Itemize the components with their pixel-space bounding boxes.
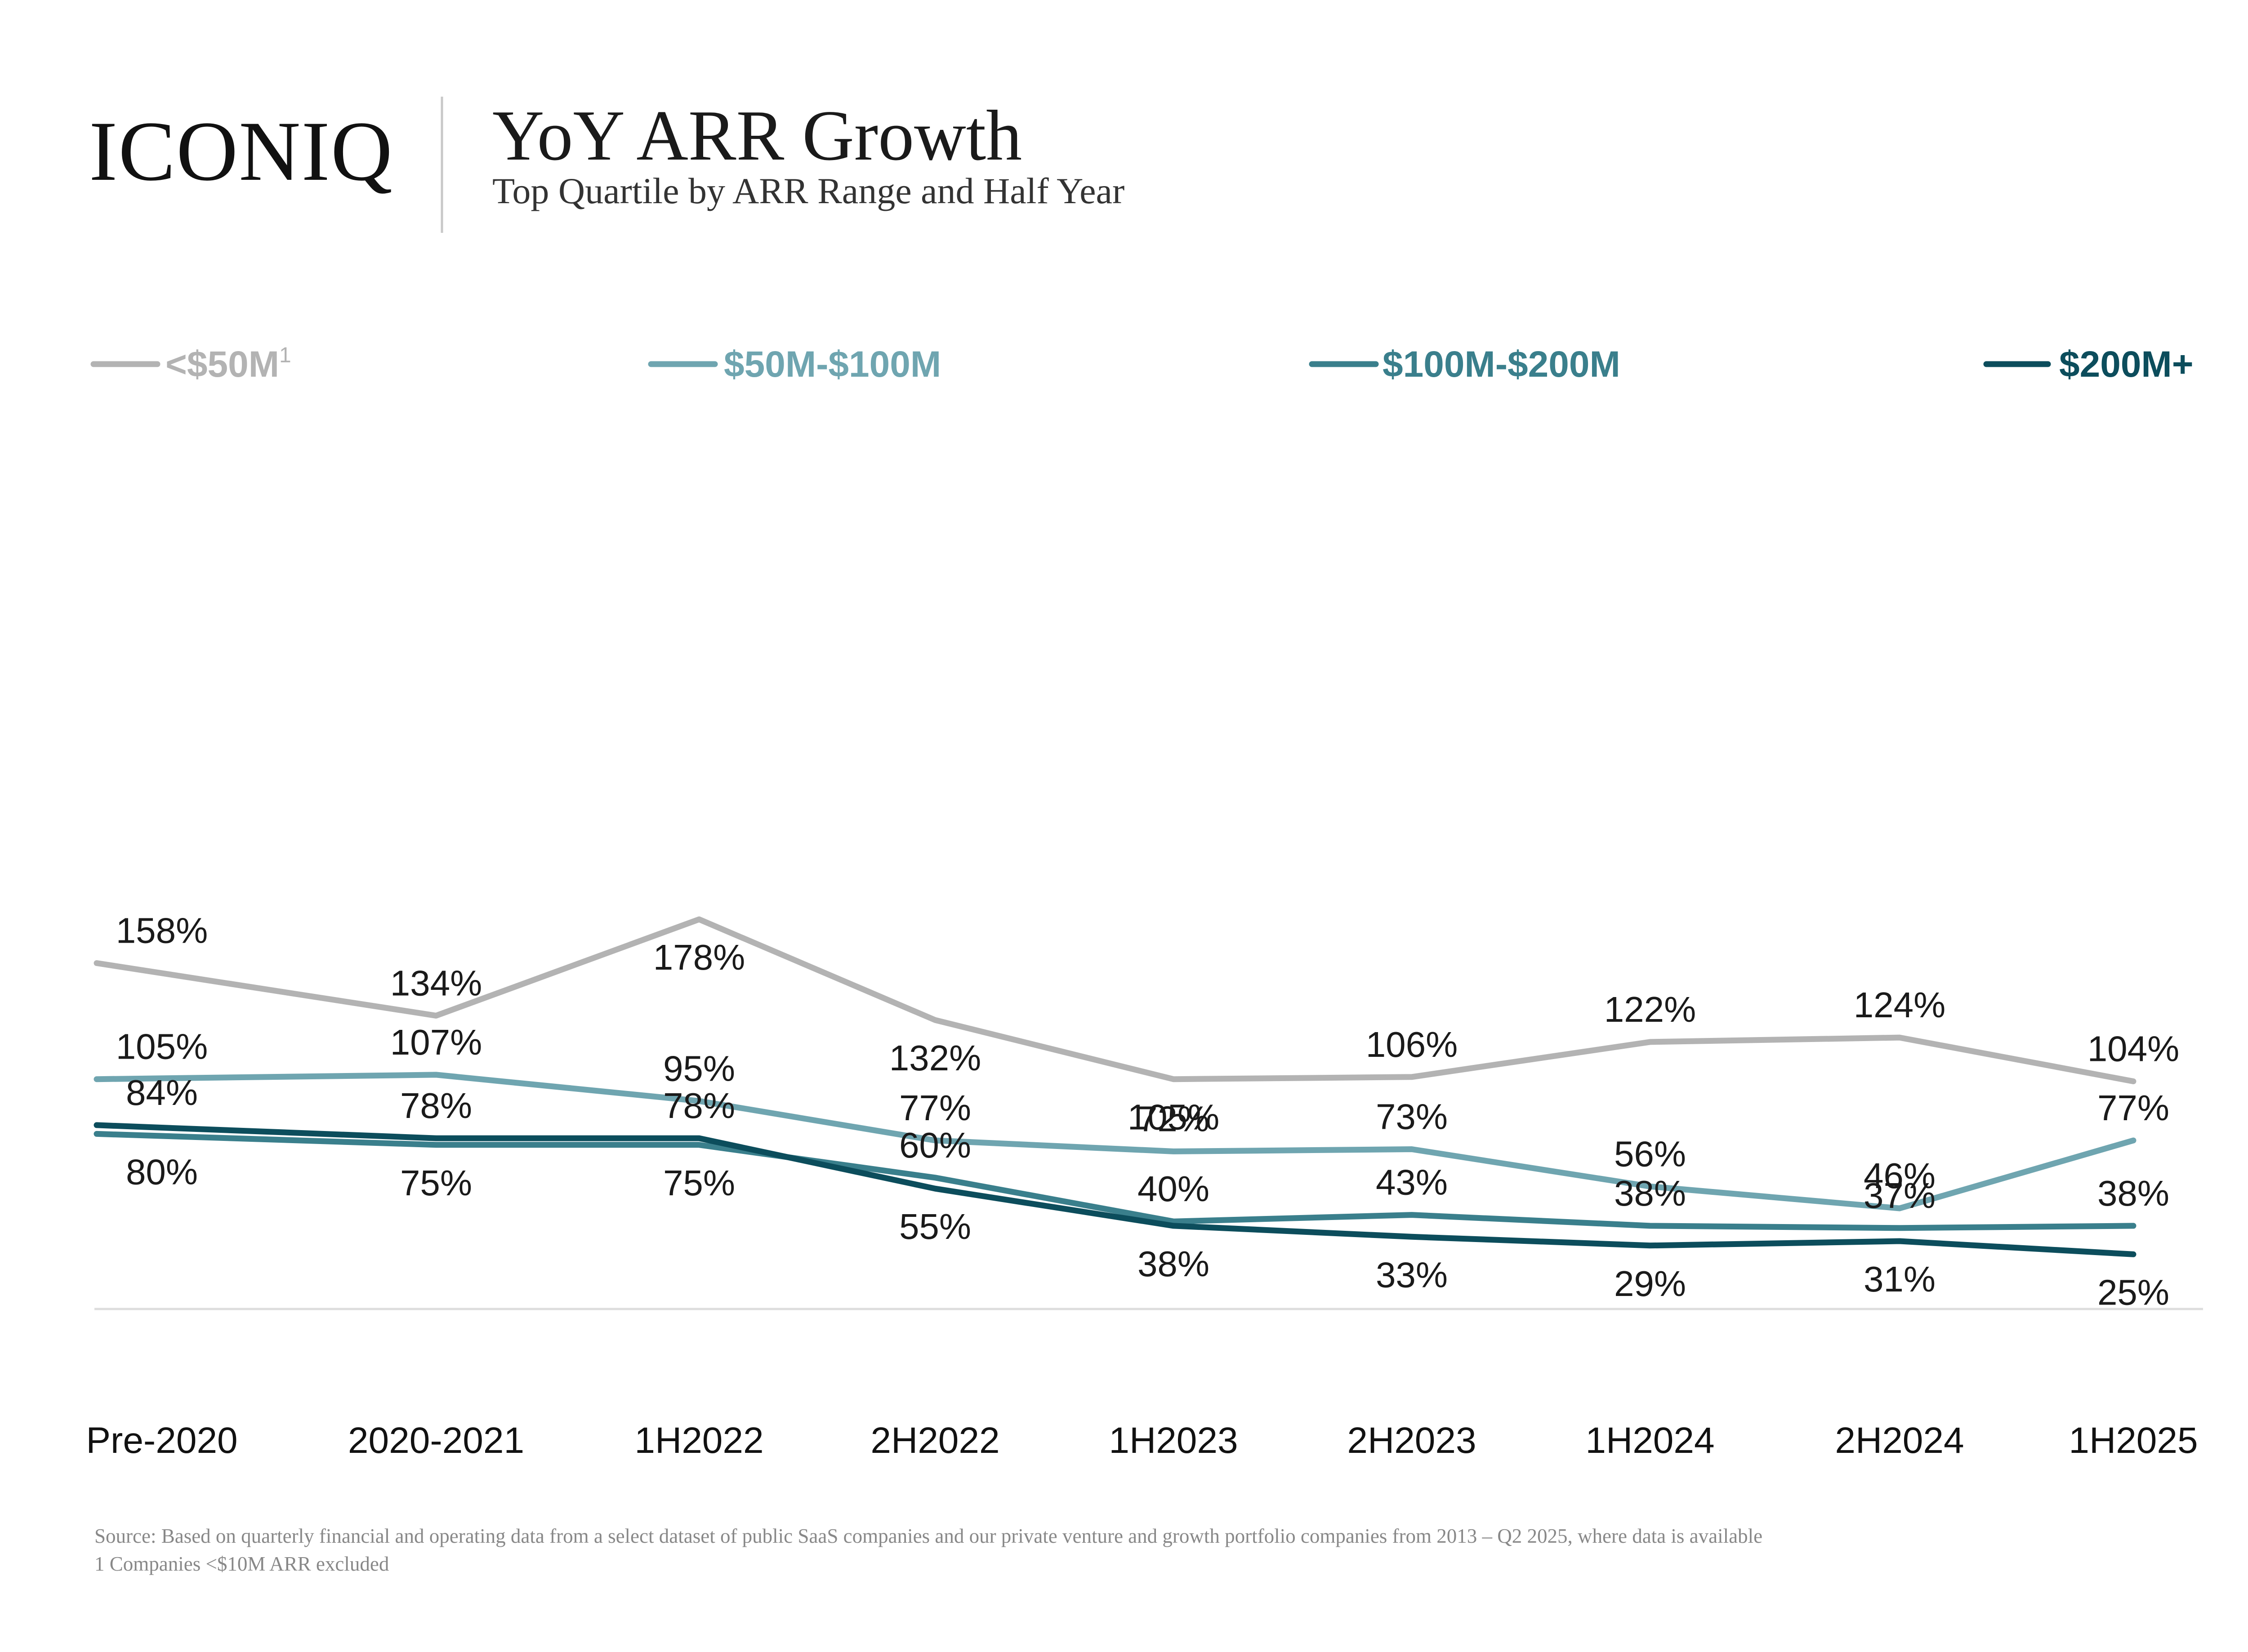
data-label: 38% bbox=[1137, 1244, 1209, 1284]
data-labels: 158% 134% 178% 132% 105% 106% 122% 124% 104% 105%… bbox=[116, 911, 2180, 1313]
series-line bbox=[94, 1122, 2136, 1257]
data-label: 37% bbox=[1864, 1176, 1936, 1216]
data-label: 55% bbox=[899, 1207, 971, 1247]
data-label: 104% bbox=[2087, 1029, 2180, 1069]
data-label: 78% bbox=[663, 1086, 735, 1126]
data-label: 78% bbox=[400, 1086, 472, 1126]
data-label: 105% bbox=[1128, 1097, 1220, 1137]
data-label: 77% bbox=[899, 1088, 971, 1128]
legend-item-50m-100m: $50M-$100M bbox=[648, 344, 941, 385]
legend-item-200m-plus: $200M+ bbox=[1983, 344, 2194, 385]
plot-area: 158% 134% 178% 132% 105% 106% 122% 124% 104% 105%… bbox=[86, 911, 2203, 1461]
x-tick-label: 2H2022 bbox=[870, 1420, 999, 1461]
data-label: 122% bbox=[1604, 989, 1696, 1029]
data-label: 31% bbox=[1864, 1259, 1936, 1299]
legend-item-under-50m: <$50M1 bbox=[90, 343, 291, 385]
data-label: 124% bbox=[1854, 985, 1946, 1025]
data-label: 158% bbox=[116, 911, 208, 951]
source-note: Source: Based on quarterly financial and… bbox=[94, 1525, 1762, 1547]
data-label: 132% bbox=[889, 1038, 981, 1078]
data-label: 38% bbox=[1614, 1173, 1686, 1213]
legend-label: $50M-$100M bbox=[724, 344, 941, 385]
data-label: 80% bbox=[126, 1152, 198, 1192]
x-tick-label: 1H2025 bbox=[2069, 1420, 2198, 1461]
brand-logo: ICONIQ bbox=[89, 104, 393, 199]
series-lines bbox=[94, 916, 2136, 1257]
data-label: 106% bbox=[1366, 1024, 1458, 1064]
x-tick-label: 1H2024 bbox=[1585, 1420, 1714, 1461]
data-label: 75% bbox=[663, 1163, 735, 1203]
data-label: 134% bbox=[390, 963, 482, 1003]
series-line bbox=[94, 916, 2136, 1084]
data-label: 56% bbox=[1614, 1134, 1686, 1174]
data-label: 72% bbox=[1137, 1099, 1209, 1139]
legend-label: $100M-$200M bbox=[1383, 344, 1620, 385]
chart-title: YoY ARR Growth bbox=[492, 95, 1022, 175]
chart-subtitle: Top Quartile by ARR Range and Half Year bbox=[492, 170, 1124, 211]
x-tick-label: 2020-2021 bbox=[348, 1420, 524, 1461]
header: ICONIQ YoY ARR Growth Top Quartile by AR… bbox=[89, 95, 1124, 233]
data-label: 40% bbox=[1137, 1169, 1209, 1209]
data-label: 38% bbox=[2097, 1173, 2169, 1213]
legend-superscript: 1 bbox=[279, 343, 291, 367]
data-label: 178% bbox=[653, 937, 745, 977]
data-label: 46% bbox=[1864, 1156, 1936, 1196]
series-line bbox=[94, 1131, 2136, 1231]
legend-item-100m-200m: $100M-$200M bbox=[1309, 344, 1620, 385]
data-label: 84% bbox=[126, 1073, 198, 1113]
footnote-1: 1 Companies <$10M ARR excluded bbox=[94, 1553, 389, 1575]
data-label: 25% bbox=[2097, 1272, 2169, 1312]
svg-text:<$50M1: <$50M1 bbox=[165, 343, 291, 385]
legend: <$50M1 $50M-$100M $100M-$200M $200M+ bbox=[90, 343, 2194, 385]
x-axis-tick-labels: Pre-2020 2020-2021 1H2022 2H2022 1H2023 2H202… bbox=[86, 1420, 2198, 1461]
x-tick-label: 1H2023 bbox=[1109, 1420, 1238, 1461]
x-tick-label: 2H2023 bbox=[1347, 1420, 1476, 1461]
data-label: 77% bbox=[2097, 1088, 2169, 1128]
series-line bbox=[94, 1072, 2136, 1211]
data-label: 107% bbox=[390, 1022, 482, 1062]
x-tick-label: Pre-2020 bbox=[86, 1420, 237, 1461]
data-label: 60% bbox=[899, 1125, 971, 1165]
data-label: 105% bbox=[116, 1027, 208, 1067]
legend-label: <$50M bbox=[165, 344, 279, 385]
data-label: 75% bbox=[400, 1163, 472, 1203]
data-label: 43% bbox=[1376, 1162, 1448, 1202]
data-label: 29% bbox=[1614, 1264, 1686, 1304]
legend-label: $200M+ bbox=[2059, 344, 2194, 385]
data-label: 33% bbox=[1376, 1255, 1448, 1295]
data-label: 73% bbox=[1376, 1097, 1448, 1137]
x-tick-label: 1H2022 bbox=[634, 1420, 763, 1461]
x-tick-label: 2H2024 bbox=[1835, 1420, 1964, 1461]
footnotes: Source: Based on quarterly financial and… bbox=[94, 1525, 1762, 1575]
data-label: 95% bbox=[663, 1048, 735, 1088]
